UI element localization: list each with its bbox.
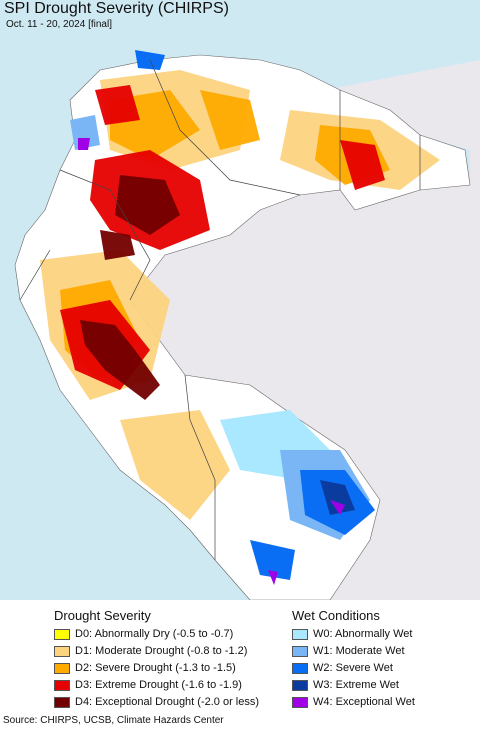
legend-item-w3: W3: Extreme Wet: [292, 678, 399, 692]
legend-item-d1: D1: Moderate Drought (-0.8 to -1.2): [54, 644, 247, 658]
legend-item-d3: D3: Extreme Drought (-1.6 to -1.9): [54, 678, 242, 692]
w0-swatch: [292, 628, 308, 640]
d2-swatch: [54, 662, 70, 674]
d0-swatch: [54, 628, 70, 640]
d4-patches: [80, 175, 180, 400]
legend-item-d0: D0: Abnormally Dry (-0.5 to -0.7): [54, 627, 233, 641]
w4-swatch: [292, 696, 308, 708]
w3-swatch: [292, 679, 308, 691]
legend-item-w4: W4: Exceptional Wet: [292, 695, 415, 709]
d1-swatch: [54, 645, 70, 657]
legend-item-d2: D2: Severe Drought (-1.3 to -1.5): [54, 661, 236, 675]
caribbean-sea: [0, 0, 480, 60]
legend-item-w2: W2: Severe Wet: [292, 661, 393, 675]
source-credit: Source: CHIRPS, UCSB, Climate Hazards Ce…: [3, 715, 224, 726]
w1-swatch: [292, 645, 308, 657]
map-subtitle: Oct. 11 - 20, 2024 [final]: [6, 19, 112, 30]
outside-region: [130, 60, 480, 600]
wet-patches: [70, 50, 375, 585]
legend-item-w0: W0: Abnormally Wet: [292, 627, 412, 641]
country-borders: [19, 59, 421, 560]
d4-swatch: [54, 696, 70, 708]
legend-item-w1: W1: Moderate Wet: [292, 644, 405, 658]
wet-legend-heading: Wet Conditions: [292, 608, 380, 623]
w2-swatch: [292, 662, 308, 674]
drought-map: [0, 0, 480, 600]
legend-item-d4: D4: Exceptional Drought (-2.0 or less): [54, 695, 259, 709]
d3-swatch: [54, 679, 70, 691]
legend: Drought Severity Wet Conditions D0: Abno…: [0, 606, 480, 710]
drought-legend-heading: Drought Severity: [54, 608, 151, 623]
map-title: SPI Drought Severity (CHIRPS): [4, 0, 229, 17]
